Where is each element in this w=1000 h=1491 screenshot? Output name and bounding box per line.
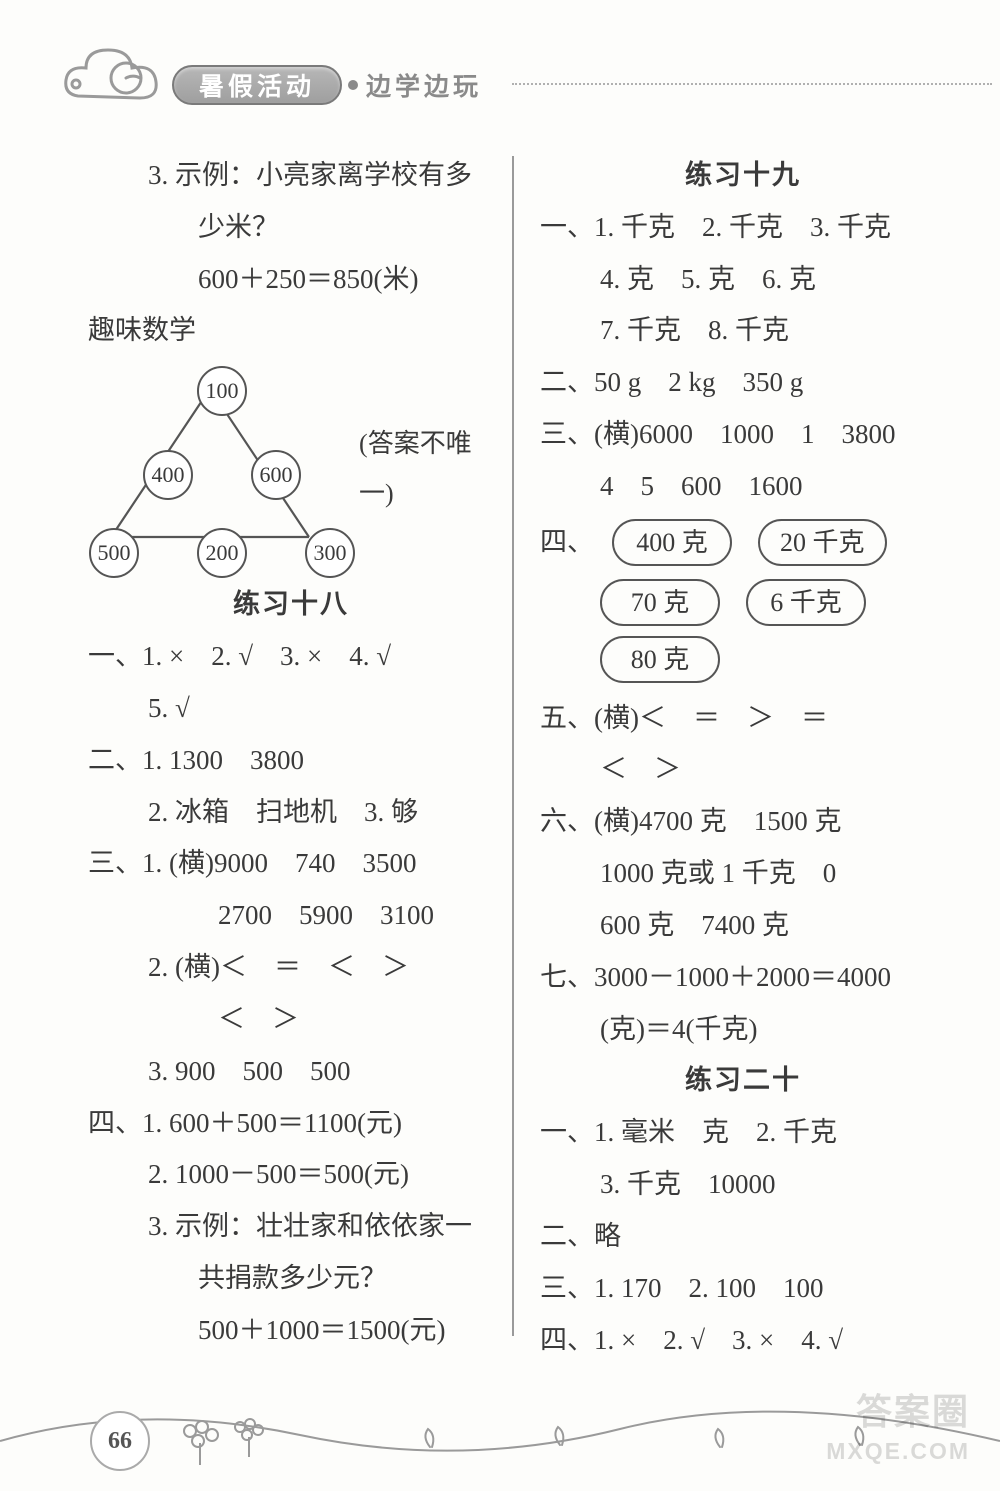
text-line: 二、50 g 2 kg 350 g: [540, 357, 946, 409]
text-line: 少米？: [88, 202, 494, 254]
header-tail: 边学边玩: [366, 67, 482, 103]
triangle-diagram: 100400 600 500 200 300 (答案不唯一): [88, 363, 494, 575]
text-line: 四、1. 600＋500＝1100(元): [88, 1098, 494, 1150]
left-column: 3. 示例：小亮家离学校有多 少米？ 600＋250＝850(米) 趣味数学 1…: [82, 150, 512, 1360]
exercise-18-title: 练习十八: [88, 579, 494, 631]
text-line: 共捐款多少元？: [88, 1253, 494, 1305]
text-line: ＜ ＞: [88, 994, 494, 1046]
triangle-note: (答案不唯一): [359, 419, 494, 519]
right-column: 练习十九 一、1. 千克 2. 千克 3. 千克 4. 克 5. 克 6. 克 …: [514, 150, 952, 1360]
text-line: 4. 克 5. 克 6. 克: [540, 254, 946, 306]
text-line: 1000 克或 1 千克 0: [540, 848, 946, 900]
text-line: 5. √: [88, 683, 494, 735]
page-header: 暑假活动 边学边玩: [82, 50, 952, 122]
oval-item: 70 克: [600, 579, 720, 626]
text-line: 3. 示例：小亮家离学校有多: [88, 150, 494, 202]
content-body: 3. 示例：小亮家离学校有多 少米？ 600＋250＝850(米) 趣味数学 1…: [82, 150, 952, 1360]
oval-lead: 四、: [540, 517, 594, 569]
oval-item: 80 克: [600, 636, 720, 683]
text-line: 一、1. 千克 2. 千克 3. 千克: [540, 202, 946, 254]
text-line: 3. 900 500 500: [88, 1046, 494, 1098]
text-line: 三、1. 170 2. 100 100: [540, 1263, 946, 1315]
text-line: 4 5 600 1600: [540, 461, 946, 513]
text-line: 2. 冰箱 扫地机 3. 够: [88, 787, 494, 839]
text-line: 600＋250＝850(米): [88, 254, 494, 306]
header-rule: [512, 83, 992, 85]
triangle-node: 200: [197, 528, 247, 578]
text-line: 2700 5900 3100: [88, 890, 494, 942]
exercise-19-title: 练习十九: [540, 150, 946, 202]
triangle-node: 300: [305, 528, 355, 578]
triangle-svg-wrap: 100400600500200300: [80, 363, 341, 575]
text-line: (克)＝4(千克): [540, 1004, 946, 1056]
text-line: 3. 示例：壮壮家和依依家一: [88, 1201, 494, 1253]
triangle-node: 600: [251, 450, 301, 500]
text-line: 2. (横)＜ ＝ ＜ ＞: [88, 942, 494, 994]
text-line: 三、1. (横)9000 740 3500: [88, 838, 494, 890]
oval-item: 6 千克: [746, 579, 866, 626]
oval-answers: 70 克 6 千克: [540, 579, 946, 626]
page-footer: 66 答案圈 MXQE.COM: [0, 1371, 1000, 1491]
header-banner: 暑假活动 边学边玩: [172, 64, 482, 106]
text-line: 一、1. × 2. √ 3. × 4. √: [88, 631, 494, 683]
oval-item: 20 千克: [758, 519, 887, 566]
page-number: 66: [90, 1411, 150, 1471]
triangle-node: 500: [89, 528, 139, 578]
oval-answers: 80 克: [540, 636, 946, 683]
text-line: 3. 千克 10000: [540, 1159, 946, 1211]
text-line: 二、略: [540, 1211, 946, 1263]
text-line: 七、3000－1000＋2000＝4000: [540, 952, 946, 1004]
triangle-node: 100: [197, 366, 247, 416]
text-line: 600 克 7400 克: [540, 900, 946, 952]
text-line: ＜ ＞: [540, 744, 946, 796]
triangle-node: 400: [143, 450, 193, 500]
header-pill: 暑假活动: [172, 65, 342, 105]
text-line: 四、1. × 2. √ 3. × 4. √: [540, 1315, 946, 1367]
oval-answers: 四、 400 克 20 千克: [540, 517, 946, 569]
text-line: 一、1. 毫米 克 2. 千克: [540, 1107, 946, 1159]
text-line: 五、(横)＜ ＝ ＞ ＝: [540, 693, 946, 745]
footer-art-icon: [0, 1371, 1000, 1491]
text-line: 7. 千克 8. 千克: [540, 305, 946, 357]
exercise-20-title: 练习二十: [540, 1055, 946, 1107]
page-root: 暑假活动 边学边玩 3. 示例：小亮家离学校有多 少米？ 600＋250＝850…: [0, 0, 1000, 1491]
text-line: 三、(横)6000 1000 1 3800: [540, 409, 946, 461]
text-line: 二、1. 1300 3800: [88, 735, 494, 787]
dot-icon: [348, 80, 358, 90]
text-line: 500＋1000＝1500(元): [88, 1305, 494, 1357]
text-line: 六、(横)4700 克 1500 克: [540, 796, 946, 848]
oval-item: 400 克: [612, 519, 732, 566]
text-line: 2. 1000－500＝500(元): [88, 1149, 494, 1201]
fun-math-title: 趣味数学: [88, 305, 494, 357]
